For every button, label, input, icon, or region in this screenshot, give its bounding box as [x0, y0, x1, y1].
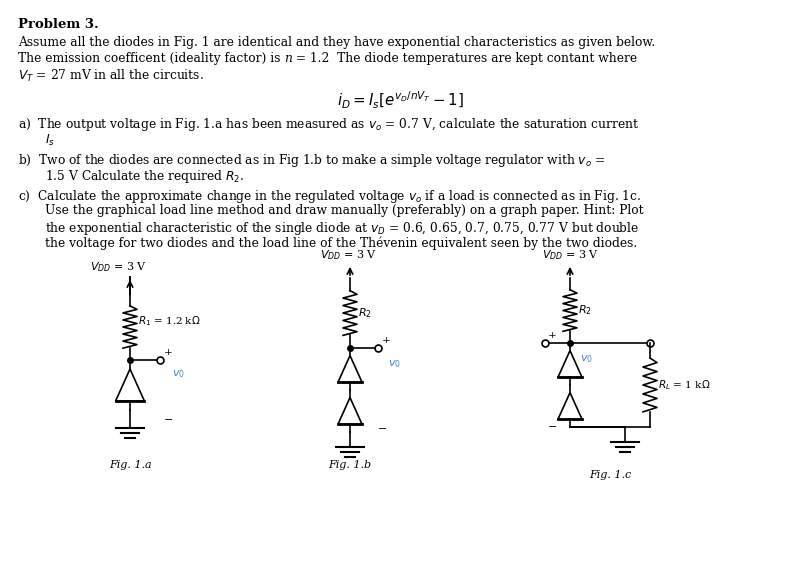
Text: Fig. 1.b: Fig. 1.b [329, 460, 371, 470]
Text: +: + [382, 336, 390, 345]
Text: $R_2$: $R_2$ [578, 303, 592, 317]
Text: Fig. 1.c: Fig. 1.c [589, 470, 631, 480]
Text: $v_0$: $v_0$ [172, 368, 185, 380]
Text: −: − [164, 415, 174, 425]
Text: $R_L$ = 1 k$\Omega$: $R_L$ = 1 k$\Omega$ [658, 378, 710, 392]
Text: Problem 3.: Problem 3. [18, 18, 98, 31]
Text: $R_2$: $R_2$ [358, 306, 372, 320]
Text: −: − [548, 422, 558, 432]
Text: the voltage for two diodes and the load line of the Thévenin equivalent seen by : the voltage for two diodes and the load … [45, 236, 638, 249]
Text: +: + [164, 348, 173, 357]
Text: c)  Calculate the approximate change in the regulated voltage $v_o$ if a load is: c) Calculate the approximate change in t… [18, 188, 642, 205]
Text: $I_s$: $I_s$ [45, 133, 55, 148]
Text: n: n [284, 52, 292, 65]
Text: the exponential characteristic of the single diode at $v_D$ = 0.6, 0.65, 0.7, 0.: the exponential characteristic of the si… [45, 220, 639, 237]
Text: $V_{DD}$ = 3 V: $V_{DD}$ = 3 V [90, 260, 147, 274]
Text: Use the graphical load line method and draw manually (preferably) on a graph pap: Use the graphical load line method and d… [45, 204, 644, 217]
Text: a)  The output voltage in Fig. 1.a has been measured as $v_o$ = 0.7 V, calculate: a) The output voltage in Fig. 1.a has be… [18, 116, 639, 133]
Text: $V_{DD}$ = 3 V: $V_{DD}$ = 3 V [320, 248, 377, 262]
Text: Assume all the diodes in Fig. 1 are identical and they have exponential characte: Assume all the diodes in Fig. 1 are iden… [18, 36, 655, 49]
Text: $V_{DD}$ = 3 V: $V_{DD}$ = 3 V [542, 248, 599, 262]
Text: = 1.2  The diode temperatures are kept contant where: = 1.2 The diode temperatures are kept co… [292, 52, 637, 65]
Text: $v_0$: $v_0$ [580, 353, 593, 365]
Text: +: + [548, 331, 557, 340]
Text: $v_0$: $v_0$ [388, 358, 401, 370]
Text: The emission coefficent (ideality factor) is: The emission coefficent (ideality factor… [18, 52, 284, 65]
Text: $R_1$ = 1.2 k$\Omega$: $R_1$ = 1.2 k$\Omega$ [138, 314, 201, 328]
Text: Fig. 1.a: Fig. 1.a [109, 460, 151, 470]
Text: b)  Two of the diodes are connected as in Fig 1.b to make a simple voltage regul: b) Two of the diodes are connected as in… [18, 152, 606, 169]
Text: −: − [378, 424, 387, 434]
Text: 1.5 V Calculate the required $R_2$.: 1.5 V Calculate the required $R_2$. [45, 168, 244, 185]
Text: $V_T$ = 27 mV in all the circuits.: $V_T$ = 27 mV in all the circuits. [18, 68, 204, 84]
Text: $i_D = I_s\left[e^{v_D/nV_T} - 1\right]$: $i_D = I_s\left[e^{v_D/nV_T} - 1\right]$ [337, 90, 463, 111]
